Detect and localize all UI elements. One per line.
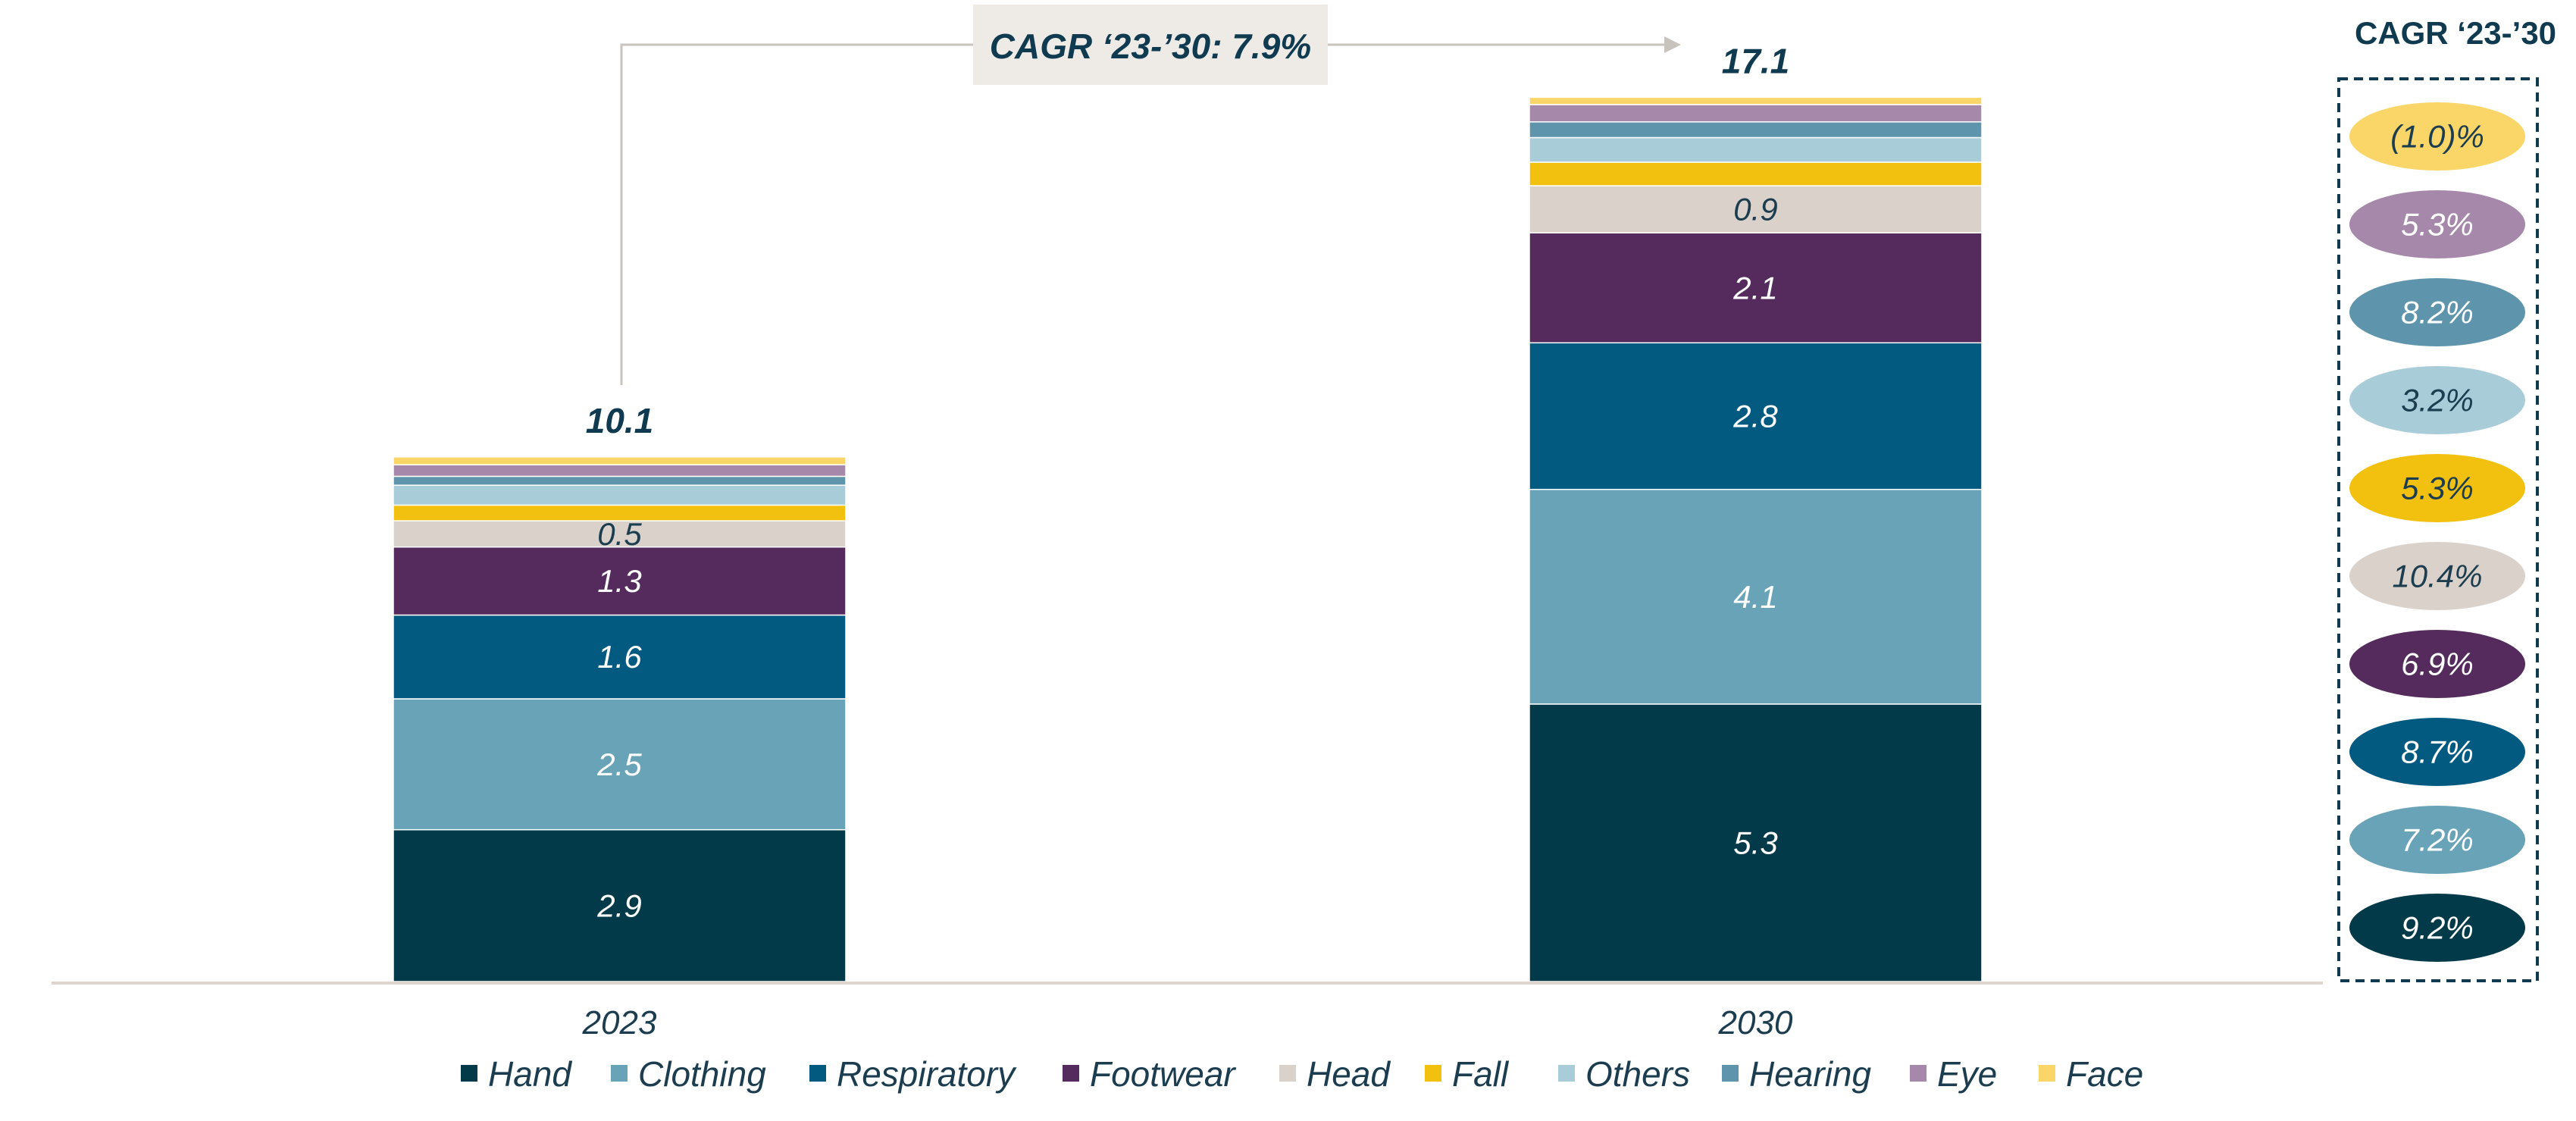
cagr-badge-clothing	[2349, 806, 2525, 874]
legend-swatch-head	[1279, 1065, 1296, 1082]
bar-segment-face-2023	[393, 456, 847, 465]
bar-segment-fall-2023	[393, 504, 847, 521]
legend: Hand Clothing Respiratory Footwear Head Fall O…	[461, 1054, 2143, 1094]
data-label-clothing-2023: 2.5	[596, 747, 642, 782]
cagr-value-face: (1.0)%	[2390, 119, 2484, 155]
bar-segment-eye-2030	[1529, 104, 1983, 123]
bar-segment-hand-2030	[1529, 703, 1983, 982]
legend-label-hand: Hand	[488, 1054, 572, 1094]
cagr-badge-footwear	[2349, 630, 2525, 698]
legend-label-respiratory: Respiratory	[837, 1054, 1017, 1094]
legend-swatch-others	[1558, 1065, 1575, 1082]
cagr-value-head: 10.4%	[2392, 559, 2482, 594]
data-label-clothing-2030: 4.1	[1733, 579, 1777, 615]
cagr-value-hand: 9.2%	[2401, 910, 2474, 946]
category-labels-layer: 2023 2030	[582, 1004, 1793, 1041]
data-label-hand-2030: 5.3	[1733, 825, 1777, 860]
data-label-head-2023: 0.5	[597, 516, 642, 552]
legend-swatch-footwear	[1063, 1065, 1079, 1082]
cagr-badge-hearing	[2349, 278, 2525, 346]
bar-segment-footwear-2023	[393, 546, 847, 616]
legend-swatch-fall	[1425, 1065, 1441, 1082]
cagr-badges-layer: (1.0)% 5.3% 8.2% 3.2% 5.3% 10.4% 6.9% 8.7% 7.2% 9…	[2349, 102, 2525, 962]
legend-label-others: Others	[1585, 1054, 1690, 1094]
total-label-2023: 10.1	[586, 401, 654, 440]
legend-swatch-hearing	[1722, 1065, 1739, 1082]
growth-annotation-text: CAGR ‘23-’30: 7.9%	[990, 27, 1311, 66]
legend-swatch-face	[2039, 1065, 2055, 1082]
legend-label-eye: Eye	[1937, 1054, 1997, 1094]
bar-segment-eye-2023	[393, 464, 847, 478]
growth-arrow-line	[620, 43, 1672, 385]
legend-label-clothing: Clothing	[638, 1054, 766, 1094]
bar-segment-hearing-2030	[1529, 121, 1983, 139]
total-label-2030: 17.1	[1722, 41, 1790, 80]
cagr-column-title: CAGR ‘23-’30	[2355, 15, 2556, 51]
bar-segment-clothing-2030	[1529, 488, 1983, 705]
growth-annotation-box	[973, 5, 1328, 85]
bar-segment-head-2030	[1529, 185, 1983, 233]
legend-swatch-hand	[461, 1065, 477, 1082]
cagr-badge-hand	[2349, 894, 2525, 962]
legend-label-face: Face	[2066, 1054, 2143, 1094]
growth-arrow-head-icon	[1664, 36, 1681, 53]
cagr-value-respiratory: 8.7%	[2401, 734, 2474, 770]
cagr-value-fall: 5.3%	[2401, 471, 2474, 506]
legend-swatch-respiratory	[809, 1065, 826, 1082]
data-label-head-2030: 0.9	[1733, 192, 1777, 227]
bar-segment-others-2030	[1529, 136, 1983, 163]
legend-label-fall: Fall	[1452, 1054, 1510, 1094]
data-label-footwear-2030: 2.1	[1732, 270, 1777, 305]
bar-segment-footwear-2030	[1529, 232, 1983, 344]
cagr-value-hearing: 8.2%	[2401, 295, 2474, 330]
data-label-respiratory-2030: 2.8	[1732, 398, 1778, 434]
bar-segment-others-2023	[393, 484, 847, 506]
legend-label-footwear: Footwear	[1090, 1054, 1236, 1094]
cagr-badge-fall	[2349, 454, 2525, 522]
cagr-column-frame	[2337, 77, 2539, 982]
x-tick-label-2030: 2030	[1718, 1004, 1793, 1041]
legend-swatch-clothing	[611, 1065, 628, 1082]
bar-segment-head-2023	[393, 520, 847, 548]
cagr-badge-eye	[2349, 190, 2525, 258]
bars-layer: 2.9 2.5 1.6 1.3 0.5 5.3 4.1 2.8 2.1 0.9	[393, 96, 1983, 982]
totals-layer: 10.1 17.1	[586, 41, 1790, 440]
bar-segment-clothing-2023	[393, 698, 847, 831]
cagr-badge-head	[2349, 542, 2525, 610]
legend-swatch-eye	[1910, 1065, 1927, 1082]
bar-segment-fall-2030	[1529, 161, 1983, 186]
cagr-value-eye: 5.3%	[2401, 207, 2474, 243]
bar-segment-hearing-2023	[393, 475, 847, 486]
cagr-value-clothing: 7.2%	[2401, 822, 2474, 858]
data-label-respiratory-2023: 1.6	[597, 639, 642, 675]
cagr-value-others: 3.2%	[2401, 383, 2474, 418]
legend-label-head: Head	[1307, 1054, 1391, 1094]
x-tick-label-2023: 2023	[582, 1004, 657, 1041]
cagr-badge-others	[2349, 366, 2525, 434]
cagr-value-footwear: 6.9%	[2401, 647, 2474, 682]
bar-segment-respiratory-2030	[1529, 342, 1983, 490]
data-label-footwear-2023: 1.3	[597, 563, 641, 599]
legend-label-hearing: Hearing	[1749, 1054, 1872, 1094]
bar-segment-hand-2023	[393, 828, 847, 982]
data-label-hand-2023: 2.9	[596, 888, 641, 923]
cagr-badge-respiratory	[2349, 718, 2525, 786]
bar-segment-face-2030	[1529, 96, 1983, 105]
cagr-badge-face	[2349, 102, 2525, 171]
